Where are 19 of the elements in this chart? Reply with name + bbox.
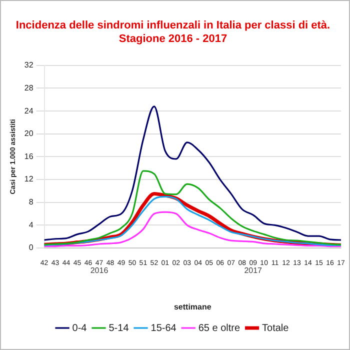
y-tick-label: 24 (24, 106, 34, 116)
x-axis-title: settimane (174, 302, 212, 312)
y-tick-label: 0 (28, 243, 34, 252)
text: 2017 (244, 266, 263, 276)
y-tick-label: 20 (24, 129, 34, 138)
legend-label: 15-64 (150, 322, 177, 334)
legend-label: 0-4 (72, 322, 88, 334)
legend-label: 5-14 (108, 322, 130, 334)
y-tick-label: 28 (24, 83, 34, 92)
text: Incidenza delle sindromi influenzali in Italia per classi di età. (16, 20, 330, 32)
text: Stagione 2016 - 2017 (118, 32, 228, 45)
y-tick-label: 16 (24, 152, 34, 161)
y-tick-label: 4 (28, 220, 34, 230)
legend-label: 65 e oltre (198, 322, 240, 334)
legend-label: Totale (262, 322, 290, 334)
y-tick-label: 32 (24, 60, 34, 70)
y-tick-label: 12 (24, 174, 34, 184)
y-tick-label: 8 (28, 198, 34, 207)
text: 2016 (90, 266, 109, 276)
